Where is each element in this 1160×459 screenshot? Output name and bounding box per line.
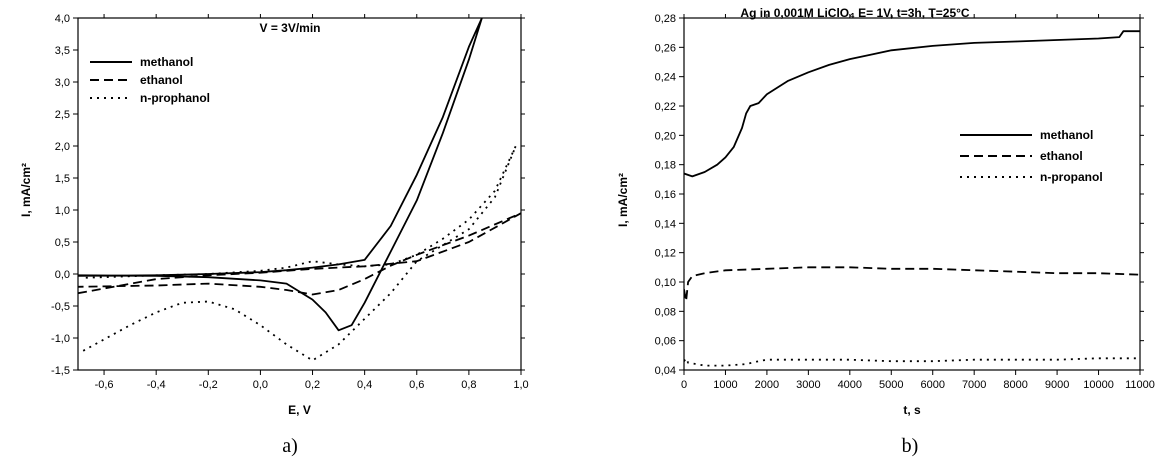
y-tick-label: 1,5: [55, 173, 70, 185]
y-tick-label: 2,0: [55, 141, 70, 153]
y-tick-label: 3,0: [55, 77, 70, 89]
x-tick-label: 2000: [755, 379, 779, 391]
y-axis-label: I, mA/cm²: [616, 173, 630, 227]
y-tick-label: -0,5: [51, 301, 70, 313]
y-tick-label: -1,5: [51, 365, 70, 377]
x-tick-label: -0,4: [147, 379, 166, 391]
series-line-n-prophanol: [82, 145, 517, 362]
legend-label: ethanol: [140, 73, 183, 87]
y-tick-label: 1,0: [55, 205, 70, 217]
x-tick-label: -0,6: [95, 379, 114, 391]
x-tick-label: 0,0: [253, 379, 268, 391]
x-tick-label: 0,6: [409, 379, 424, 391]
y-tick-label: 0,12: [655, 248, 676, 260]
panel-caption: a): [282, 435, 298, 457]
y-tick-label: 0,24: [655, 72, 676, 84]
panel-caption: b): [902, 435, 919, 457]
x-tick-label: 7000: [962, 379, 986, 391]
y-tick-label: 0,22: [655, 101, 676, 113]
legend-label: n-propanol: [1040, 170, 1103, 184]
y-tick-label: -1,0: [51, 333, 70, 345]
y-tick-label: 0,0: [55, 269, 70, 281]
x-tick-label: 5000: [879, 379, 903, 391]
y-tick-label: 0,18: [655, 160, 676, 172]
x-tick-label: 8000: [1003, 379, 1027, 391]
x-tick-label: 10000: [1083, 379, 1114, 391]
y-tick-label: 0,16: [655, 189, 676, 201]
series-line-ethanol: [684, 266, 1140, 302]
x-tick-label: 0,2: [305, 379, 320, 391]
y-tick-label: 0,06: [655, 336, 676, 348]
y-tick-label: 0,28: [655, 13, 676, 25]
legend-label: methanol: [140, 55, 193, 69]
y-tick-label: 0,14: [655, 218, 676, 230]
x-tick-label: 11000: [1125, 379, 1155, 391]
x-tick-label: 9000: [1045, 379, 1069, 391]
y-tick-label: 0,08: [655, 306, 676, 318]
x-tick-label: 4000: [838, 379, 862, 391]
x-tick-label: 0,4: [357, 379, 372, 391]
series-line-ethanol: [78, 212, 521, 296]
y-tick-label: 0,26: [655, 42, 676, 54]
x-tick-label: 1,0: [513, 379, 528, 391]
x-tick-label: 3000: [796, 379, 820, 391]
x-axis-label: t, s: [903, 403, 921, 417]
plot-frame: [683, 17, 1141, 371]
y-tick-label: 0,5: [55, 237, 70, 249]
series-line-methanol: [78, 18, 483, 332]
y-tick-label: 0,20: [655, 130, 676, 142]
x-tick-label: 0: [681, 379, 687, 391]
chart-title: V = 3V/min: [259, 21, 320, 35]
y-tick-label: 3,5: [55, 45, 70, 57]
chart-title: Ag in 0,001M LiClO₄ E= 1V, t=3h, T=25°C: [740, 6, 969, 20]
x-axis-label: E, V: [288, 403, 311, 417]
legend-label: n-prophanol: [140, 91, 210, 105]
series-line-methanol: [684, 30, 1140, 178]
y-tick-label: 0,04: [655, 365, 676, 377]
legend-label: methanol: [1040, 128, 1093, 142]
y-tick-label: 4,0: [55, 13, 70, 25]
plot-frame: [77, 17, 522, 371]
x-tick-label: 0,8: [461, 379, 476, 391]
x-tick-label: 1000: [713, 379, 737, 391]
series-line-n-propanol: [684, 357, 1140, 367]
y-tick-label: 0,10: [655, 277, 676, 289]
x-tick-label: -0,2: [199, 379, 218, 391]
y-axis-label: I, mA/cm²: [19, 163, 33, 217]
legend-label: ethanol: [1040, 149, 1083, 163]
y-tick-label: 2,5: [55, 109, 70, 121]
x-tick-label: 6000: [920, 379, 944, 391]
